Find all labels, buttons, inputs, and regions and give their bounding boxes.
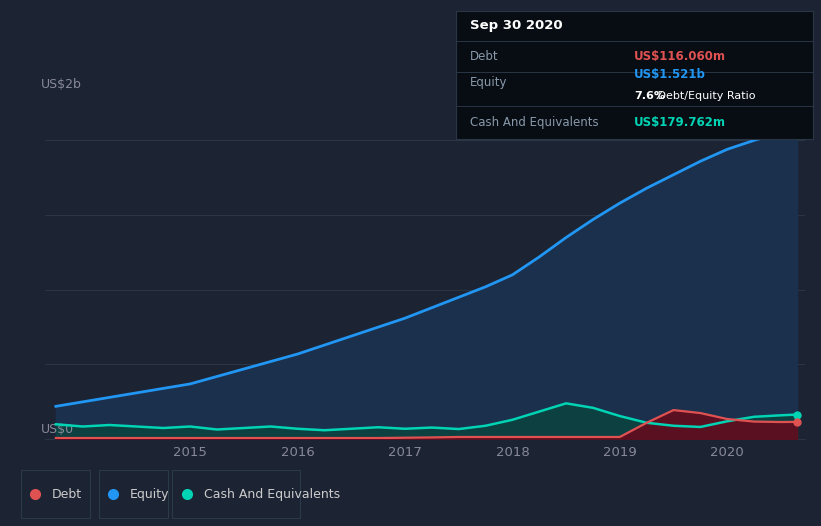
Text: US$0: US$0: [41, 423, 75, 436]
FancyBboxPatch shape: [99, 470, 168, 518]
Text: Debt: Debt: [52, 488, 82, 501]
Text: US$116.060m: US$116.060m: [635, 50, 727, 64]
Text: Sep 30 2020: Sep 30 2020: [470, 19, 562, 33]
Text: Cash And Equivalents: Cash And Equivalents: [470, 116, 599, 129]
Text: Equity: Equity: [130, 488, 169, 501]
Text: US$2b: US$2b: [41, 78, 82, 90]
Text: Debt/Equity Ratio: Debt/Equity Ratio: [654, 90, 755, 100]
FancyBboxPatch shape: [21, 470, 90, 518]
Text: 7.6%: 7.6%: [635, 90, 665, 100]
Text: Cash And Equivalents: Cash And Equivalents: [204, 488, 340, 501]
Text: US$1.521b: US$1.521b: [635, 68, 706, 82]
FancyBboxPatch shape: [172, 470, 300, 518]
Text: Debt: Debt: [470, 50, 498, 64]
Text: US$179.762m: US$179.762m: [635, 116, 727, 129]
Text: Equity: Equity: [470, 76, 507, 89]
